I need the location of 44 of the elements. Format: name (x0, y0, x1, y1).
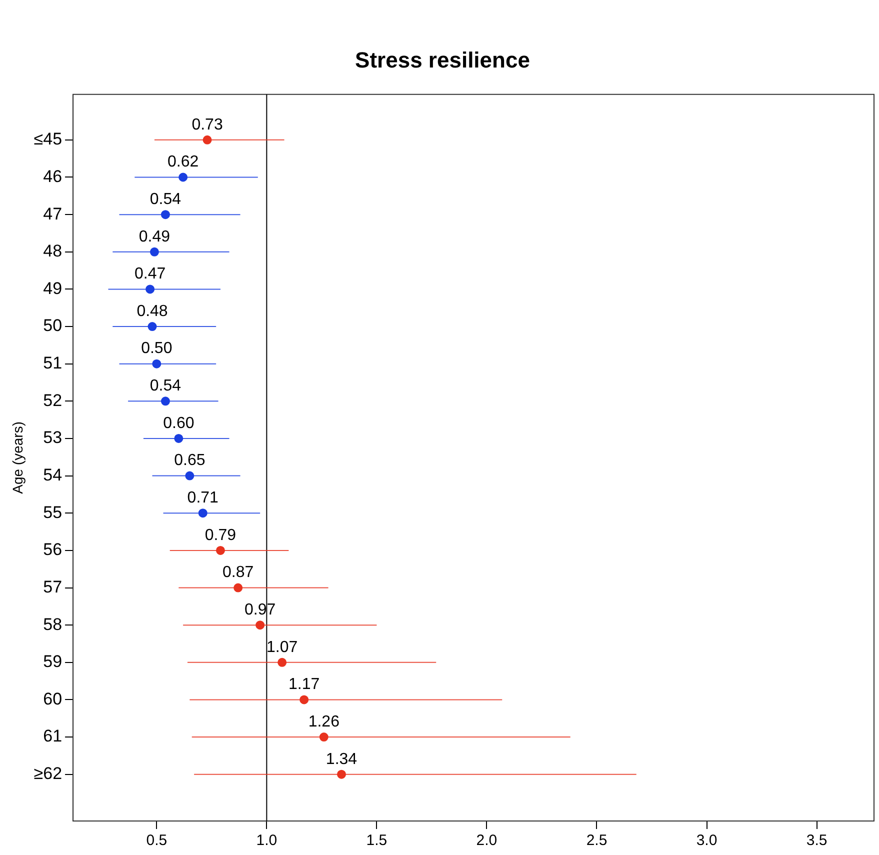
x-tick-label: 3.0 (696, 832, 718, 850)
y-tick-label: 46 (43, 166, 62, 186)
y-tick-label: 55 (43, 502, 62, 522)
y-tick-label: 60 (43, 689, 62, 708)
x-tick-label: 2.0 (476, 832, 498, 850)
data-label: 0.65 (174, 452, 206, 470)
data-label: 1.07 (266, 638, 298, 656)
y-tick-label: 54 (43, 465, 62, 484)
y-tick-label: 57 (43, 577, 62, 596)
y-axis-title: Age (years) (9, 422, 26, 494)
chart-title: Stress resilience (355, 47, 530, 72)
x-tick-label: 1.0 (256, 832, 278, 850)
x-tick-label: 0.5 (146, 832, 168, 850)
y-tick-label: 47 (43, 204, 62, 224)
y-tick-label: 49 (43, 278, 62, 298)
y-tick-label: ≥62 (34, 764, 62, 784)
y-tick-label: 58 (43, 614, 62, 634)
data-label: 0.62 (167, 154, 199, 171)
data-label: 1.17 (288, 676, 320, 694)
data-label: 0.79 (204, 526, 236, 544)
data-label: 0.71 (187, 490, 219, 507)
x-tick-label: 2.5 (586, 832, 608, 850)
data-label: 0.50 (141, 340, 172, 358)
y-tick-label: 56 (43, 540, 62, 560)
y-tick-label: ≤45 (34, 130, 62, 149)
data-label: 1.34 (326, 750, 358, 768)
x-tick-label: 1.5 (366, 832, 388, 850)
y-tick-label: 50 (43, 316, 62, 336)
data-label: 0.47 (134, 266, 166, 283)
data-label: 1.26 (308, 713, 340, 730)
data-label: 0.87 (222, 564, 254, 582)
data-label: 0.54 (150, 190, 182, 208)
data-label: 0.48 (136, 302, 168, 320)
data-label: 0.54 (150, 378, 182, 395)
y-tick-label: 52 (43, 390, 62, 410)
y-tick-label: 51 (43, 354, 62, 373)
y-tick-label: 59 (43, 652, 62, 672)
x-tick-label: 3.5 (806, 832, 828, 850)
data-label: 0.73 (192, 116, 223, 134)
data-label: 0.49 (138, 228, 170, 246)
y-tick-label: 61 (43, 726, 62, 746)
data-label: 0.60 (163, 414, 194, 432)
y-tick-label: 53 (43, 428, 62, 448)
y-tick-label: 48 (43, 242, 62, 261)
